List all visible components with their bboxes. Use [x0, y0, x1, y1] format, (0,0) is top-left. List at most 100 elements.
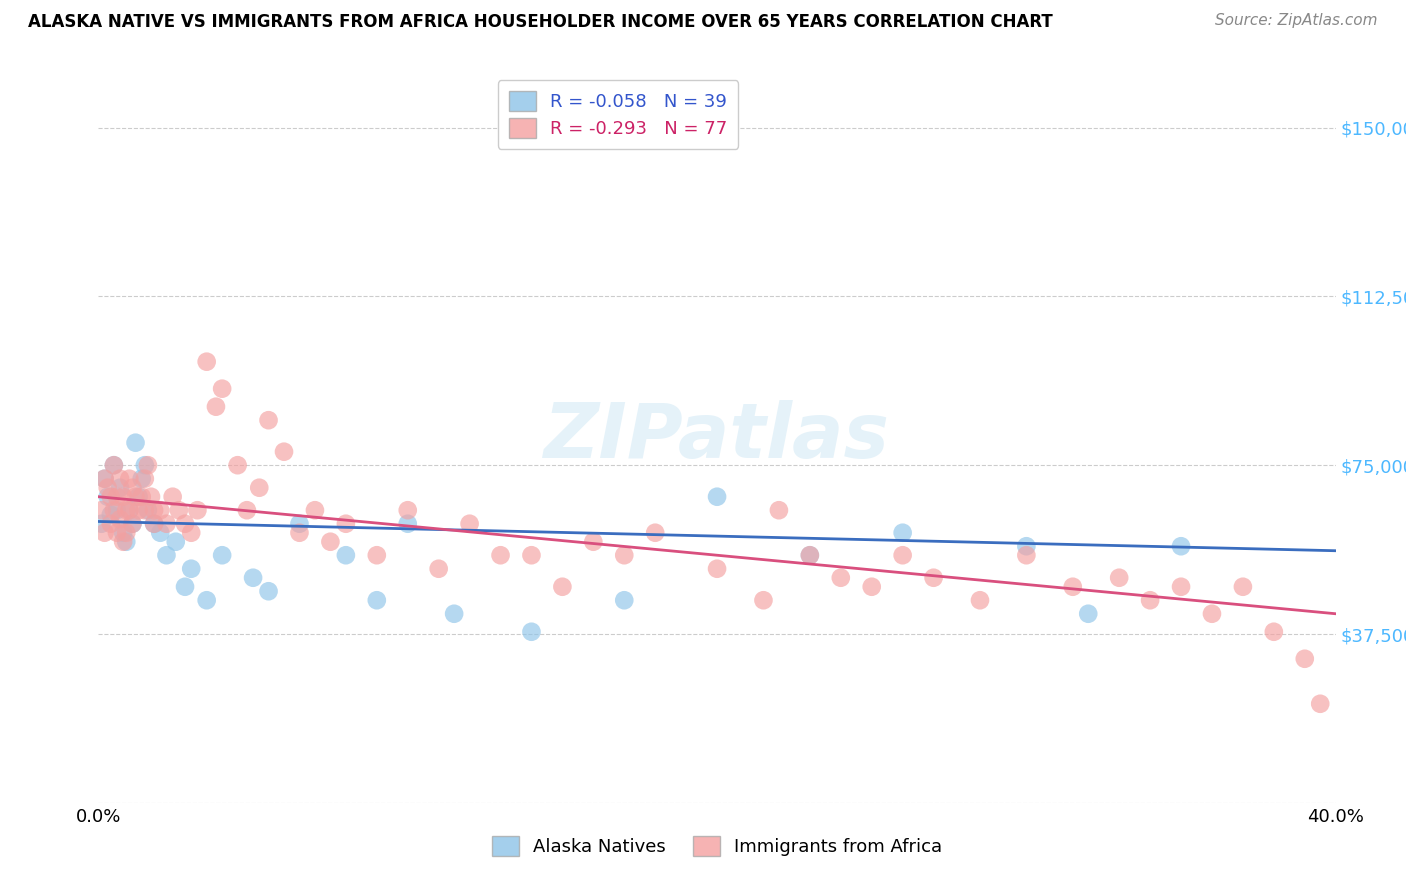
Point [396, 503, 419, 517]
Point [143, 516, 166, 531]
Point [644, 525, 666, 540]
Point [706, 490, 728, 504]
Text: ALASKA NATIVE VS IMMIGRANTS FROM AFRICA HOUSEHOLDER INCOME OVER 65 YEARS CORRELA: ALASKA NATIVE VS IMMIGRANTS FROM AFRICA … [28, 13, 1053, 31]
Point [121, 516, 143, 531]
Point [105, 503, 128, 517]
Point [211, 382, 233, 396]
Point [103, 458, 125, 473]
Point [1201, 607, 1223, 621]
Point [155, 548, 177, 562]
Point [1062, 580, 1084, 594]
Point [752, 593, 775, 607]
Point [520, 548, 543, 562]
Point [1170, 539, 1192, 553]
Point [186, 503, 208, 517]
Point [1015, 548, 1038, 562]
Point [288, 516, 311, 531]
Point [155, 516, 177, 531]
Point [136, 503, 159, 517]
Point [1108, 571, 1130, 585]
Point [1077, 607, 1099, 621]
Point [90, 516, 112, 531]
Point [1263, 624, 1285, 639]
Point [860, 580, 883, 594]
Point [273, 444, 295, 458]
Point [124, 490, 146, 504]
Point [128, 503, 150, 517]
Point [149, 503, 172, 517]
Point [288, 525, 311, 540]
Point [706, 562, 728, 576]
Point [105, 525, 128, 540]
Point [93, 472, 115, 486]
Point [830, 571, 852, 585]
Point [139, 490, 162, 504]
Point [396, 516, 419, 531]
Point [1232, 580, 1254, 594]
Point [319, 534, 342, 549]
Point [112, 534, 135, 549]
Point [366, 593, 388, 607]
Point [613, 593, 636, 607]
Point [100, 516, 122, 531]
Point [891, 525, 914, 540]
Point [115, 534, 138, 549]
Point [131, 490, 153, 504]
Point [458, 516, 481, 531]
Point [174, 580, 197, 594]
Point [143, 516, 166, 531]
Point [136, 458, 159, 473]
Point [613, 548, 636, 562]
Point [121, 516, 143, 531]
Point [103, 503, 125, 517]
Point [149, 525, 172, 540]
Point [1309, 697, 1331, 711]
Point [97, 481, 120, 495]
Point [520, 624, 543, 639]
Point [134, 503, 156, 517]
Point [366, 548, 388, 562]
Point [134, 458, 156, 473]
Point [226, 458, 249, 473]
Point [90, 503, 112, 517]
Point [143, 503, 166, 517]
Point [118, 503, 141, 517]
Point [128, 490, 150, 504]
Point [236, 503, 259, 517]
Point [768, 503, 790, 517]
Point [195, 593, 218, 607]
Point [1139, 593, 1161, 607]
Point [108, 472, 131, 486]
Point [112, 525, 135, 540]
Point [427, 562, 450, 576]
Point [335, 548, 357, 562]
Point [100, 490, 122, 504]
Point [131, 472, 153, 486]
Point [97, 490, 120, 504]
Point [180, 562, 202, 576]
Point [121, 481, 143, 495]
Point [257, 413, 280, 427]
Point [211, 548, 233, 562]
Point [247, 481, 270, 495]
Point [115, 525, 138, 540]
Point [582, 534, 605, 549]
Point [180, 525, 202, 540]
Text: ZIPatlas: ZIPatlas [544, 401, 890, 474]
Point [969, 593, 991, 607]
Point [304, 503, 326, 517]
Point [1170, 580, 1192, 594]
Point [257, 584, 280, 599]
Point [112, 490, 135, 504]
Point [174, 516, 197, 531]
Point [162, 490, 184, 504]
Point [335, 516, 357, 531]
Point [103, 458, 125, 473]
Point [165, 534, 187, 549]
Point [799, 548, 821, 562]
Point [93, 525, 115, 540]
Point [891, 548, 914, 562]
Point [134, 472, 156, 486]
Point [1015, 539, 1038, 553]
Point [1294, 652, 1316, 666]
